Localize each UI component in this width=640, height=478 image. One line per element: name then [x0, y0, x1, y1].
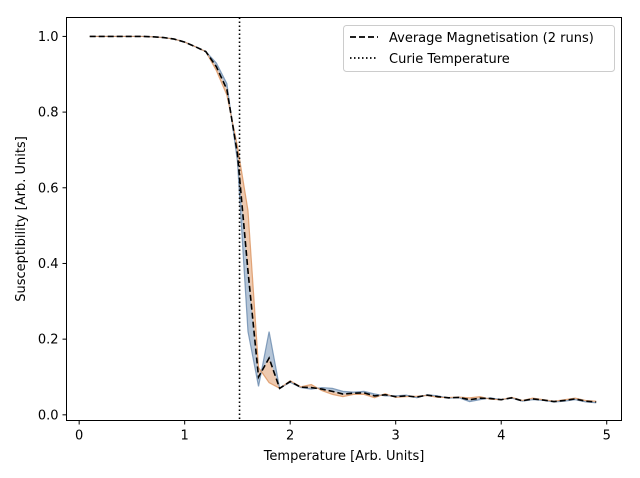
plot-area — [89, 17, 597, 421]
y-tick-label: 0.4 — [38, 257, 59, 272]
x-axis-label: Temperature [Arb. Units] — [263, 449, 425, 464]
x-tick-label: 1 — [181, 429, 189, 444]
y-axis-label: Susceptibility [Arb. Units] — [14, 136, 29, 302]
plot-frame — [66, 17, 622, 421]
y-tick-label: 0.6 — [38, 181, 59, 196]
y-tick-label: 0.8 — [38, 106, 59, 121]
y-tick-label: 0.0 — [38, 408, 59, 423]
y-tick-label: 1.0 — [38, 30, 59, 45]
y-tick-label: 0.2 — [38, 333, 59, 348]
x-tick-label: 4 — [497, 429, 505, 444]
y-axis-ticks: 0.0 0.2 0.4 0.6 0.8 1.0 — [38, 30, 67, 423]
x-axis-ticks: 0 1 2 3 4 5 — [75, 420, 611, 444]
legend-label-average-magnetisation: Average Magnetisation (2 runs) — [389, 31, 594, 46]
legend: Average Magnetisation (2 runs) Curie Tem… — [343, 25, 615, 72]
legend-label-curie-temperature: Curie Temperature — [389, 52, 510, 67]
x-tick-label: 3 — [392, 429, 400, 444]
legend-box — [343, 25, 615, 72]
x-tick-label: 2 — [286, 429, 294, 444]
average-magnetisation-line — [89, 35, 597, 403]
x-tick-label: 5 — [603, 429, 611, 444]
x-tick-label: 0 — [75, 429, 83, 444]
